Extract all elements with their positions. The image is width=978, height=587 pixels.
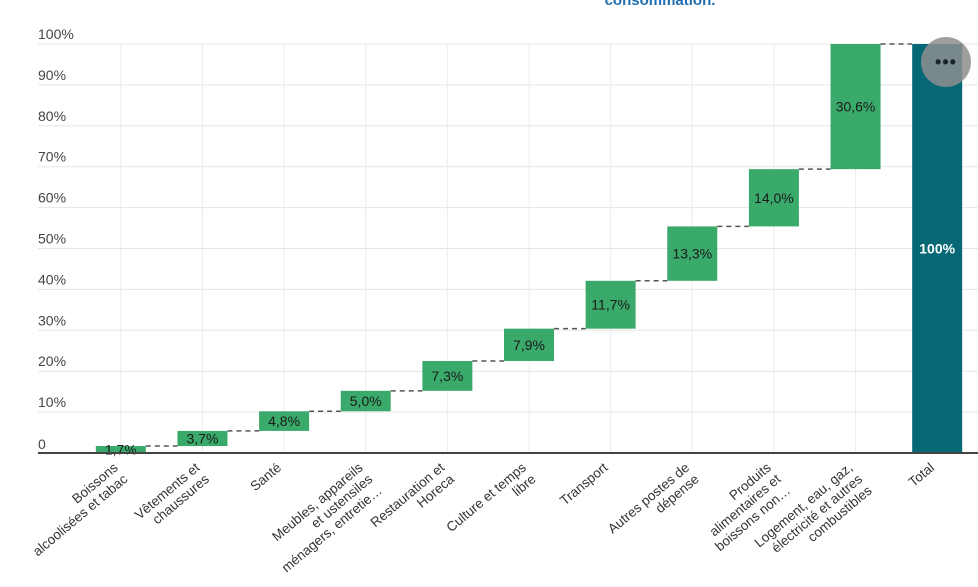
more-options-button[interactable]: ••• [921, 37, 971, 87]
x-category-label: Restauration etHoreca [368, 459, 458, 541]
y-tick-label: 40% [38, 271, 66, 287]
data-label: 4,8% [268, 413, 300, 429]
data-label: 30,6% [836, 99, 876, 115]
y-tick-label: 50% [38, 231, 66, 247]
bar-step[interactable] [748, 169, 799, 227]
y-tick-label: 30% [38, 312, 66, 328]
bar-step[interactable] [95, 446, 146, 453]
data-label: 1,7% [105, 442, 137, 458]
chart-title: consommation. [604, 0, 716, 9]
x-axis-categories: Boissonsalcoolisées et tabac Vêtements et… [20, 459, 937, 576]
bar-step[interactable] [177, 430, 228, 447]
data-labels: 1,7% 3,7% 4,8% 5,0% 7,3% 7,9% 11,7% 13,3% 14,0% 3… [105, 99, 956, 458]
y-tick-label: 90% [38, 67, 66, 83]
more-horizontal-icon: ••• [935, 51, 957, 72]
bar-step[interactable] [585, 280, 636, 329]
x-category-label: Boissonsalcoolisées et tabac [20, 460, 130, 559]
y-tick-label: 60% [38, 190, 66, 206]
x-category-label: Meubles, appareilset ustensilesménagers,… [259, 460, 385, 576]
y-tick-label: 80% [38, 108, 66, 124]
bars [95, 44, 963, 453]
y-axis-ticks: 0 10% 20% 30% 40% 50% 60% 70% 80% 90% 100% [38, 26, 74, 452]
bar-step[interactable] [340, 390, 391, 412]
data-label: 100% [919, 241, 955, 257]
y-tick-label: 70% [38, 149, 66, 165]
y-tick-label: 10% [38, 394, 66, 410]
data-label: 5,0% [350, 393, 382, 409]
x-category-label: Transport [557, 460, 611, 508]
bar-step[interactable] [259, 411, 310, 431]
x-category-label: Santé [247, 460, 284, 494]
data-label: 7,3% [431, 368, 463, 384]
data-label: 3,7% [186, 430, 218, 446]
data-label: 11,7% [591, 297, 630, 313]
bar-step[interactable] [830, 44, 881, 170]
x-category-label: Autres postes dedépense [605, 460, 702, 548]
data-label: 7,9% [513, 337, 545, 353]
data-label: 13,3% [672, 246, 712, 262]
x-category-label: Vêtements etchaussures [132, 460, 212, 534]
y-tick-label: 20% [38, 353, 66, 369]
y-tick-label: 100% [38, 26, 74, 42]
y-tick-label: 0 [38, 436, 46, 452]
data-label: 14,0% [754, 190, 794, 206]
bar-step[interactable] [667, 226, 718, 281]
bar-step[interactable] [504, 328, 554, 361]
bar-total[interactable] [912, 44, 963, 453]
x-category-label: Total [906, 460, 937, 490]
x-category-label: Culture et tempslibre [443, 460, 538, 547]
bar-step[interactable] [422, 360, 473, 391]
